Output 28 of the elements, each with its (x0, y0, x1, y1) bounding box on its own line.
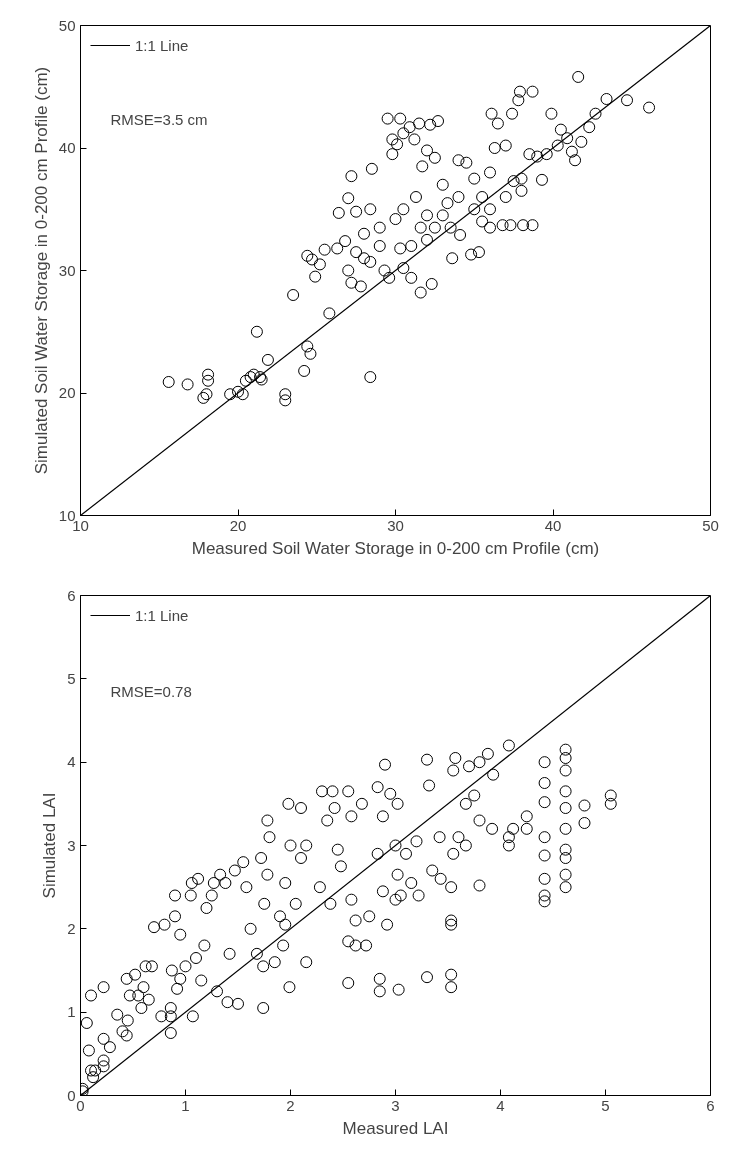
x-tick-label: 5 (601, 1096, 610, 1114)
x-tick-label: 20 (229, 516, 247, 534)
legend-label: 1:1 Line (135, 36, 189, 54)
annotation: RMSE=3.5 cm (110, 110, 208, 128)
x-tick-label: 3 (391, 1096, 400, 1114)
y-tick-label: 6 (67, 586, 76, 604)
y-tick-label: 1 (67, 1003, 76, 1021)
y-tick-label: 4 (67, 753, 76, 771)
y-tick-label: 30 (58, 261, 76, 279)
y-tick-label: 3 (67, 836, 76, 854)
y-tick-label: 2 (67, 919, 76, 937)
x-axis-title: Measured LAI (342, 1118, 449, 1138)
y-tick-label: 5 (67, 669, 76, 687)
y-axis-title: Simulated LAI (40, 792, 60, 899)
x-tick-label: 2 (286, 1096, 295, 1114)
x-tick-label: 1 (181, 1096, 190, 1114)
annotation: RMSE=0.78 (110, 682, 192, 700)
x-axis-title: Measured Soil Water Storage in 0-200 cm Profile (cm) (191, 538, 600, 558)
y-tick-label: 40 (58, 139, 76, 156)
x-tick-label: 40 (544, 516, 562, 534)
x-tick-label: 50 (702, 516, 719, 534)
y-axis-title: Simulated Soil Water Storage in 0-200 cm Profile (cm) (31, 66, 51, 475)
x-tick-label: 4 (496, 1096, 505, 1114)
legend-label: 1:1 Line (135, 606, 189, 624)
y-tick-label: 20 (58, 384, 76, 401)
x-tick-label: 30 (387, 516, 404, 534)
x-tick-label: 6 (706, 1096, 715, 1114)
y-tick-label: 50 (58, 16, 76, 34)
